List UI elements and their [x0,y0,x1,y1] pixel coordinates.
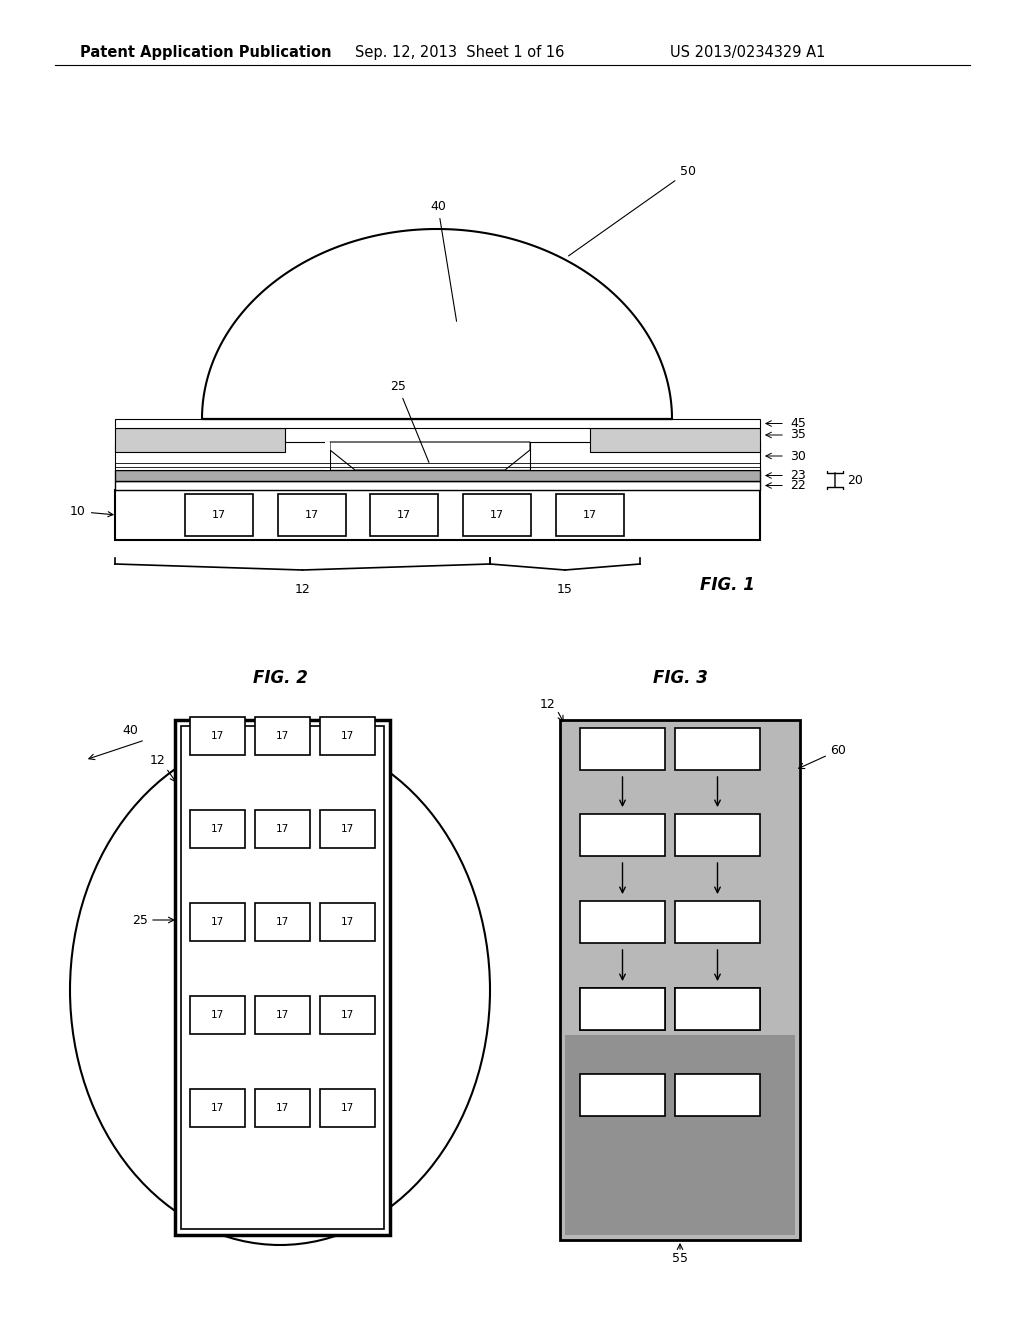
Bar [255,997,310,1034]
Text: 17: 17 [397,510,411,520]
Text: 17: 17 [341,824,354,834]
Bar [675,814,760,855]
Text: 40: 40 [430,201,457,321]
Bar [190,997,245,1034]
Bar [325,442,330,470]
Text: 17: 17 [275,1104,289,1113]
Bar [190,1089,245,1127]
Bar [115,442,330,470]
Text: 35: 35 [790,429,806,441]
Bar [255,903,310,941]
Bar [565,1035,795,1236]
Text: 17: 17 [275,1010,289,1020]
Bar [675,902,760,942]
Bar [463,494,531,536]
Text: 17: 17 [275,731,289,741]
Bar [255,717,310,755]
Text: 55: 55 [672,1251,688,1265]
Text: 17: 17 [212,510,226,520]
Text: 17: 17 [341,731,354,741]
Bar [556,494,624,536]
Text: 20: 20 [847,474,863,487]
Text: 17: 17 [489,510,504,520]
Bar [115,470,760,480]
Ellipse shape [70,735,490,1245]
Text: 17: 17 [341,917,354,927]
Bar [370,494,438,536]
Text: 17: 17 [211,731,224,741]
Text: 50: 50 [568,165,696,256]
Text: 12: 12 [540,698,555,711]
Bar [530,442,760,470]
Text: Sep. 12, 2013  Sheet 1 of 16: Sep. 12, 2013 Sheet 1 of 16 [355,45,564,59]
Bar [190,717,245,755]
Bar [190,903,245,941]
Text: 17: 17 [275,917,289,927]
Text: 17: 17 [211,1104,224,1113]
Bar [115,490,760,540]
Bar [675,1074,760,1115]
Bar [580,1074,665,1115]
Text: US 2013/0234329 A1: US 2013/0234329 A1 [670,45,825,59]
Bar [181,726,384,1229]
Bar [319,903,375,941]
Bar [319,717,375,755]
Bar [580,987,665,1030]
Text: FIG. 1: FIG. 1 [700,576,755,594]
Text: 17: 17 [211,1010,224,1020]
Polygon shape [330,442,530,470]
Bar [675,987,760,1030]
Text: 17: 17 [305,510,319,520]
Text: 17: 17 [275,824,289,834]
Text: 60: 60 [830,743,846,756]
Text: 12: 12 [295,583,310,597]
Text: 25: 25 [390,380,429,462]
Text: 25: 25 [132,913,148,927]
Bar [255,810,310,847]
Bar [185,494,253,536]
Bar [580,902,665,942]
Bar [190,810,245,847]
Text: 17: 17 [211,917,224,927]
Text: 12: 12 [150,754,165,767]
Text: 17: 17 [583,510,597,520]
Bar [675,1074,760,1115]
Bar [580,814,665,855]
Bar [255,1089,310,1127]
Text: 15: 15 [557,583,573,597]
Bar [580,729,665,770]
Bar [580,987,665,1030]
Text: 17: 17 [341,1010,354,1020]
Bar [580,1074,665,1115]
Bar [319,810,375,847]
Bar [319,1089,375,1127]
Text: FIG. 3: FIG. 3 [652,669,708,686]
Text: 10: 10 [70,506,113,517]
Text: 45: 45 [790,417,806,430]
Bar [675,987,760,1030]
Text: 23: 23 [790,469,806,482]
Bar [590,428,760,451]
Bar [115,480,760,490]
Text: 30: 30 [790,450,806,462]
Bar [175,719,390,1236]
Text: 40: 40 [122,723,138,737]
Bar [115,418,760,428]
Text: FIG. 2: FIG. 2 [253,669,307,686]
Text: 17: 17 [211,824,224,834]
Text: 17: 17 [341,1104,354,1113]
Bar [278,494,346,536]
Polygon shape [202,228,672,418]
Text: 22: 22 [790,479,806,492]
Bar [675,729,760,770]
Bar [319,997,375,1034]
Text: Patent Application Publication: Patent Application Publication [80,45,332,59]
Bar [115,428,285,451]
Bar [560,719,800,1239]
